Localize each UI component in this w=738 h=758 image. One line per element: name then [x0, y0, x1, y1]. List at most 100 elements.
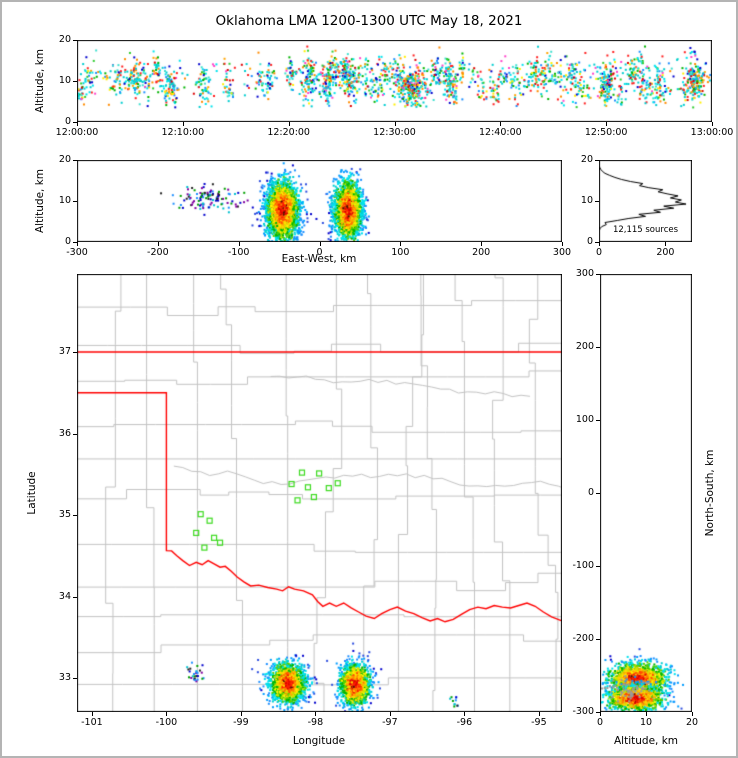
tick-label: 0: [64, 116, 71, 127]
tick-label: 20: [685, 717, 699, 728]
ylabel-east-west-altitude: Altitude, km: [34, 168, 46, 234]
tick-mark: [595, 201, 599, 202]
tick-mark: [500, 122, 502, 126]
tick-label: 34: [58, 590, 71, 602]
tick-label: 100: [391, 247, 410, 258]
east-west-cross-section-panel: [77, 160, 562, 242]
ylabel-time-height-altitude: Altitude, km: [34, 48, 46, 114]
tick-mark: [73, 678, 77, 679]
tick-label: 12:50:00: [584, 127, 628, 138]
tick-label: -97: [382, 717, 398, 728]
tick-label: 10: [58, 75, 71, 86]
tick-label: -98: [307, 717, 324, 728]
tick-label: 20: [58, 154, 71, 165]
tick-mark: [73, 242, 77, 243]
ylabel-north-south: North-South, km: [704, 449, 716, 537]
xlabel-east-west: East-West, km: [281, 253, 357, 265]
tick-mark: [400, 242, 402, 246]
tick-label: 200: [575, 341, 594, 352]
xlabel-longitude: Longitude: [292, 735, 346, 747]
tick-label: 20: [580, 154, 593, 165]
tick-mark: [596, 493, 600, 494]
tick-label: 0: [64, 236, 71, 247]
tick-label: 12:00:00: [55, 127, 99, 138]
tick-label: 33: [58, 672, 71, 683]
tick-label: -100: [572, 560, 594, 571]
tick-mark: [91, 712, 93, 716]
tick-mark: [73, 515, 77, 516]
tick-mark: [596, 274, 600, 275]
tick-label: 13:00:00: [690, 127, 734, 138]
tick-mark: [288, 122, 290, 126]
tick-label: 0: [586, 236, 593, 247]
tick-mark: [481, 242, 483, 246]
tick-mark: [73, 433, 77, 435]
tick-mark: [238, 242, 240, 246]
tick-mark: [596, 712, 600, 713]
tick-label: -100: [155, 717, 178, 728]
tick-mark: [77, 242, 78, 246]
tick-mark: [73, 122, 77, 123]
tick-mark: [600, 712, 601, 716]
tick-mark: [595, 242, 599, 243]
figure-title: Oklahoma LMA 1200-1300 UTC May 18, 2021: [215, 13, 523, 29]
tick-label: -99: [233, 717, 249, 728]
tick-mark: [73, 81, 77, 82]
tick-mark: [77, 122, 78, 126]
tick-label: 10: [639, 717, 653, 728]
plan-view-map-panel: [77, 274, 562, 712]
tick-mark: [157, 242, 159, 246]
tick-mark: [665, 242, 667, 246]
tick-label: 36: [58, 427, 71, 439]
tick-mark: [596, 639, 600, 640]
tick-mark: [596, 347, 600, 348]
tick-mark: [538, 712, 540, 716]
tick-mark: [73, 40, 77, 41]
tick-mark: [595, 160, 599, 161]
tick-mark: [182, 122, 184, 126]
tick-mark: [464, 712, 466, 716]
tick-mark: [73, 596, 77, 598]
north-south-cross-section-panel: [600, 274, 692, 712]
tick-mark: [646, 712, 647, 716]
tick-label: 12:20:00: [267, 127, 310, 138]
tick-label: 35: [58, 509, 71, 520]
tick-mark: [712, 122, 713, 126]
tick-mark: [389, 712, 391, 716]
tick-mark: [394, 122, 396, 126]
tick-label: 300: [552, 247, 572, 258]
tick-label: 10: [58, 195, 71, 206]
tick-label: 0: [316, 247, 323, 258]
tick-label: -101: [81, 717, 103, 728]
tick-label: 200: [472, 247, 491, 258]
tick-mark: [166, 712, 168, 716]
tick-label: 200: [656, 247, 675, 258]
tick-mark: [240, 712, 242, 716]
tick-label: 20: [58, 34, 71, 45]
tick-mark: [73, 201, 77, 202]
tick-label: -200: [147, 247, 169, 258]
tick-mark: [562, 242, 563, 246]
tick-label: -100: [227, 247, 250, 258]
tick-label: 37: [58, 345, 71, 357]
tick-label: 12:40:00: [478, 127, 522, 138]
tick-mark: [606, 122, 608, 126]
time-height-panel: [77, 40, 712, 122]
tick-mark: [596, 420, 600, 421]
tick-label: 12:10:00: [161, 127, 205, 138]
tick-label: 0: [595, 247, 603, 258]
tick-label: -300: [66, 247, 88, 258]
tick-mark: [73, 351, 77, 353]
tick-label: 100: [575, 414, 594, 425]
tick-mark: [73, 160, 77, 161]
tick-label: -96: [456, 717, 473, 728]
tick-mark: [599, 242, 600, 246]
ylabel-latitude: Latitude: [26, 471, 38, 515]
tick-mark: [319, 242, 321, 246]
altitude-histogram-panel: [599, 160, 692, 242]
tick-label: 12:30:00: [373, 127, 416, 138]
tick-label: 10: [580, 195, 593, 206]
tick-mark: [596, 566, 600, 567]
xlabel-altitude-bottom: Altitude, km: [613, 735, 679, 747]
tick-label: -200: [572, 633, 594, 644]
